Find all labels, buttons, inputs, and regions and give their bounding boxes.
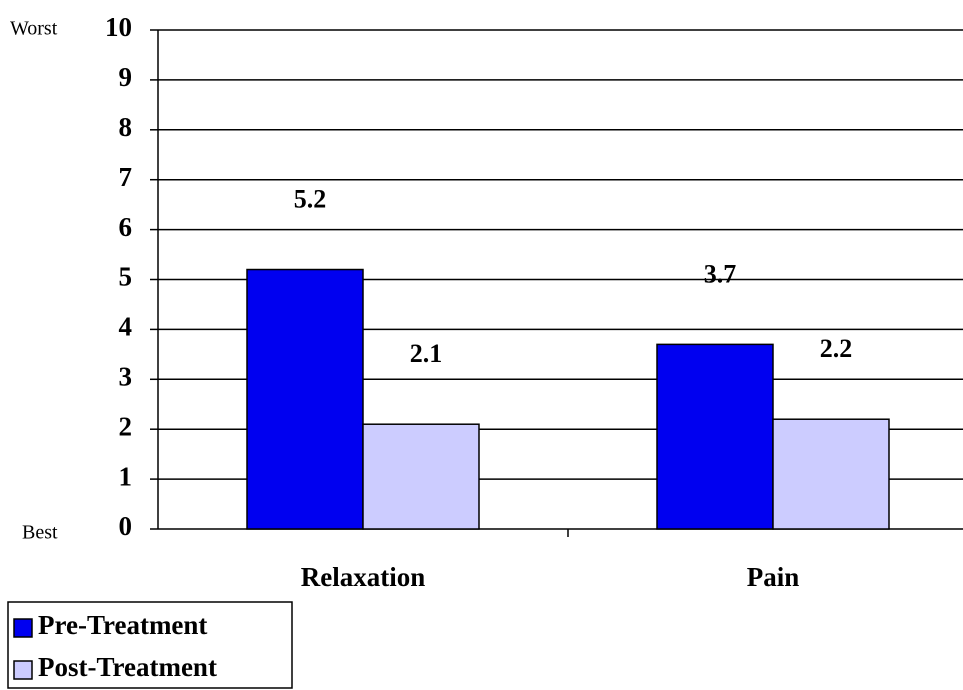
y-tick-label: 10 xyxy=(105,12,132,42)
x-tick-label: Pain xyxy=(747,562,800,592)
y-top-label: Worst xyxy=(10,18,58,40)
bar xyxy=(362,423,480,530)
y-tick-label: 3 xyxy=(119,362,133,392)
y-bottom-label: Best xyxy=(22,522,58,544)
y-tick-label: 4 xyxy=(119,312,133,342)
legend-label: Post-Treatment xyxy=(38,652,217,682)
y-tick-label: 8 xyxy=(119,112,133,142)
bar xyxy=(772,418,890,530)
y-tick-label: 9 xyxy=(119,62,133,92)
y-tick-label: 5 xyxy=(119,262,133,292)
x-tick-label: Relaxation xyxy=(301,562,426,592)
y-tick-label: 6 xyxy=(119,212,133,242)
y-tick-label: 7 xyxy=(119,162,133,192)
y-tick-label: 1 xyxy=(119,461,133,491)
value-label: 2.2 xyxy=(820,334,853,363)
legend-box xyxy=(7,601,293,689)
legend-label: Pre-Treatment xyxy=(38,610,207,640)
value-label: 2.1 xyxy=(410,339,443,368)
legend-swatch xyxy=(13,660,33,680)
y-tick-label: 0 xyxy=(119,511,133,541)
bar xyxy=(656,343,774,530)
value-label: 5.2 xyxy=(294,184,327,213)
bar xyxy=(246,268,364,530)
legend-swatch xyxy=(13,618,33,638)
value-label: 3.7 xyxy=(704,259,737,288)
y-tick-label: 2 xyxy=(119,411,133,441)
